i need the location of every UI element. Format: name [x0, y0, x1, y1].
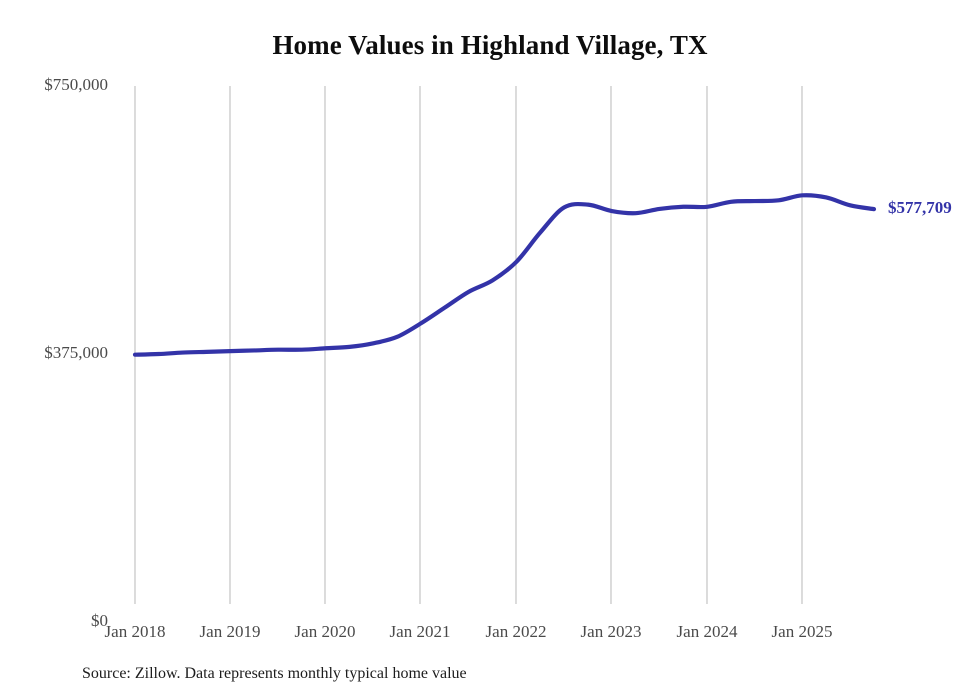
- y-axis-tick-0: $0: [91, 611, 108, 630]
- x-axis-tick-jan-2024: Jan 2024: [676, 622, 738, 641]
- chart-title: Home Values in Highland Village, TX: [272, 30, 708, 60]
- gridlines: [134, 86, 803, 604]
- endpoint-value-label: $577,709: [887, 198, 952, 218]
- x-axis-tick-jan-2022: Jan 2022: [485, 622, 547, 641]
- y-axis-tick-375000: $375,000: [44, 343, 108, 362]
- data-series-line: [132, 193, 877, 357]
- x-axis-tick-jan-2021: Jan 2021: [389, 622, 451, 641]
- x-axis-tick-jan-2018: Jan 2018: [104, 622, 166, 641]
- x-axis-tick-jan-2020: Jan 2020: [294, 622, 356, 641]
- source-note: Source: Zillow. Data represents monthly …: [82, 665, 467, 682]
- x-axis-tick-jan-2025: Jan 2025: [771, 622, 833, 641]
- y-axis-tick-750000: $750,000: [44, 75, 108, 94]
- x-axis-tick-jan-2023: Jan 2023: [580, 622, 642, 641]
- x-axis-tick-jan-2019: Jan 2019: [199, 622, 261, 641]
